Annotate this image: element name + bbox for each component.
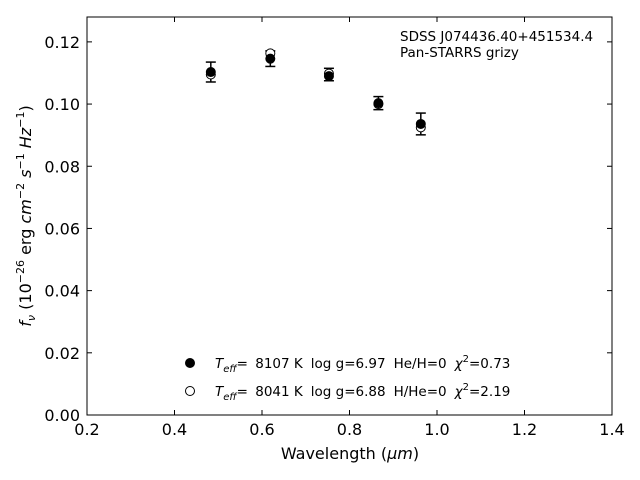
x-tick-label: 1.4 (599, 420, 624, 439)
legend-marker-filled (185, 358, 195, 368)
x-axis-title: Wavelength (μm) (281, 444, 419, 463)
ticks-layer: 0.2 0.4 0.6 0.8 1.0 1.2 1.4 0.00 0.02 0.04 0.06 0.0… (44, 17, 625, 439)
annotation-survey: Pan-STARRS grizy (400, 45, 519, 61)
errorbar-layer (205, 50, 426, 136)
x-tick-label: 0.4 (162, 420, 187, 439)
point-filled (373, 98, 384, 109)
point-filled (415, 118, 426, 129)
y-tick-label: 0.00 (44, 406, 80, 425)
y-tick-label: 0.10 (44, 95, 80, 114)
x-tick-label: 0.6 (249, 420, 274, 439)
y-tick-label: 0.08 (44, 157, 80, 176)
y-tick-label: 0.02 (44, 344, 80, 363)
y-tick-label: 0.06 (44, 219, 80, 238)
annotation-object: SDSS J074436.40+451534.4 (400, 29, 593, 45)
x-tick-label: 0.8 (337, 420, 362, 439)
points-layer (205, 48, 426, 133)
point-filled (205, 67, 216, 78)
x-tick-label: 0.2 (74, 420, 99, 439)
point-filled (265, 53, 276, 64)
y-tick-label: 0.04 (44, 282, 80, 301)
y-tick-label: 0.12 (44, 33, 80, 52)
y-axis-title: fν (10−26 erg cm−2 s−1 Hz−1) (14, 105, 38, 326)
x-tick-label: 1.0 (424, 420, 449, 439)
x-tick-label: 1.2 (512, 420, 537, 439)
legend-marker-open (185, 386, 195, 396)
point-filled (323, 71, 334, 82)
